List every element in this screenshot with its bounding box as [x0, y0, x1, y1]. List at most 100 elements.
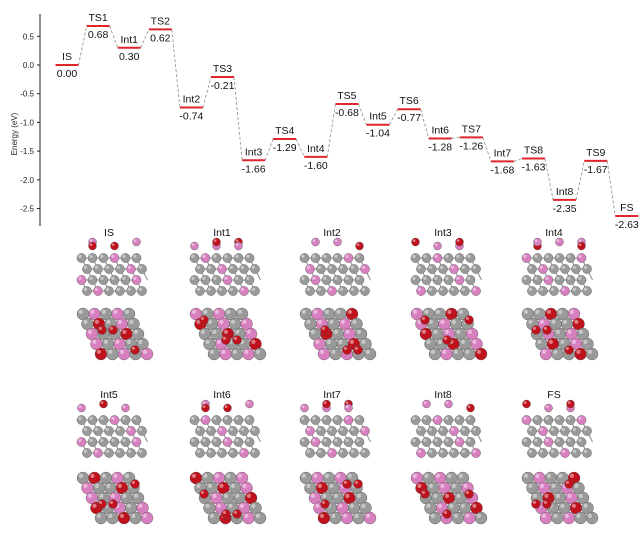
atom-highlight [532, 493, 538, 498]
level-value-label: -1.60 [304, 160, 328, 172]
atom [206, 286, 216, 296]
atom [543, 253, 554, 263]
atom [576, 437, 587, 447]
atom-highlight [349, 503, 354, 508]
atom-highlight [317, 287, 322, 292]
top-view [299, 471, 377, 525]
level-connector [140, 29, 150, 48]
atom-highlight [456, 239, 460, 243]
atom [565, 437, 576, 447]
atom-highlight [205, 339, 210, 344]
atom-highlight [361, 339, 366, 344]
atom-highlight [240, 265, 244, 270]
structure-title: FS [547, 389, 560, 401]
atom [253, 347, 267, 361]
atom [329, 511, 342, 525]
atom-highlight [349, 339, 354, 344]
atom-highlight [434, 438, 438, 443]
level-value-label: 0.30 [119, 51, 140, 63]
atom [137, 286, 147, 296]
atom-highlight [213, 239, 217, 243]
atom-highlight [122, 493, 127, 498]
atom-highlight [412, 254, 416, 258]
atom [316, 448, 326, 458]
atom-highlight [583, 449, 587, 454]
atom [465, 275, 476, 285]
atom [410, 415, 421, 425]
atom-highlight [539, 319, 545, 324]
atom [132, 237, 141, 247]
atom [474, 511, 488, 525]
atom [93, 264, 103, 274]
atom-highlight [94, 287, 98, 292]
atom [582, 448, 592, 458]
atom [438, 286, 448, 296]
atom-highlight [78, 254, 82, 258]
atom [217, 426, 227, 436]
atom-highlight [301, 416, 305, 421]
atom [410, 275, 421, 285]
atom-highlight [96, 513, 101, 519]
atom [104, 286, 114, 296]
atom-highlight [222, 336, 226, 340]
atom [565, 415, 576, 425]
atom [93, 448, 103, 458]
atom-highlight [543, 500, 547, 504]
structure-panel-int4: Int4 [521, 227, 599, 361]
atom-highlight [578, 493, 584, 498]
side-view [189, 237, 261, 296]
structure-panel-int5: Int5 [76, 389, 154, 525]
atom [93, 426, 103, 436]
atom-highlight [343, 480, 347, 484]
level-name-label: TS6 [399, 95, 418, 107]
atom-highlight [89, 239, 93, 243]
atom-highlight [126, 503, 131, 508]
atom-highlight [456, 276, 460, 281]
atom [432, 415, 443, 425]
atom [349, 264, 359, 274]
atom-highlight [78, 276, 82, 281]
atom-highlight [326, 339, 331, 344]
atom-highlight [444, 329, 449, 334]
atom [521, 415, 532, 425]
atom [443, 437, 454, 447]
atom [98, 415, 109, 425]
atom-highlight [338, 503, 343, 508]
atom-highlight [191, 473, 196, 478]
atom-highlight [237, 309, 242, 314]
atom [106, 347, 119, 361]
atom-highlight [564, 513, 570, 519]
atom-highlight [321, 326, 325, 330]
side-view [410, 237, 482, 296]
atom [460, 448, 470, 458]
atom [465, 415, 476, 425]
atom [222, 415, 233, 425]
atom [532, 253, 543, 263]
atom-highlight [196, 483, 201, 488]
atom-highlight [218, 449, 222, 454]
atom-highlight [191, 243, 195, 247]
atom [190, 241, 199, 251]
atom-highlight [98, 326, 103, 330]
atom [104, 264, 114, 274]
atom [353, 479, 363, 489]
atom-highlight [216, 503, 221, 508]
atom [344, 403, 353, 413]
atom-highlight [361, 427, 366, 432]
atom-highlight [323, 401, 327, 404]
atom [549, 448, 559, 458]
atom-highlight [216, 339, 221, 344]
atom-highlight [456, 416, 460, 421]
atom [310, 253, 321, 263]
atom-highlight [445, 276, 449, 281]
atom [554, 253, 565, 263]
atom-highlight [350, 427, 355, 432]
atom-highlight [98, 500, 103, 504]
atom-highlight [451, 319, 456, 324]
atom [228, 426, 238, 436]
atom-highlight [528, 265, 532, 270]
atom-highlight [92, 339, 97, 344]
atom-highlight [100, 416, 104, 421]
atom-highlight [127, 287, 131, 292]
atom [329, 347, 342, 361]
